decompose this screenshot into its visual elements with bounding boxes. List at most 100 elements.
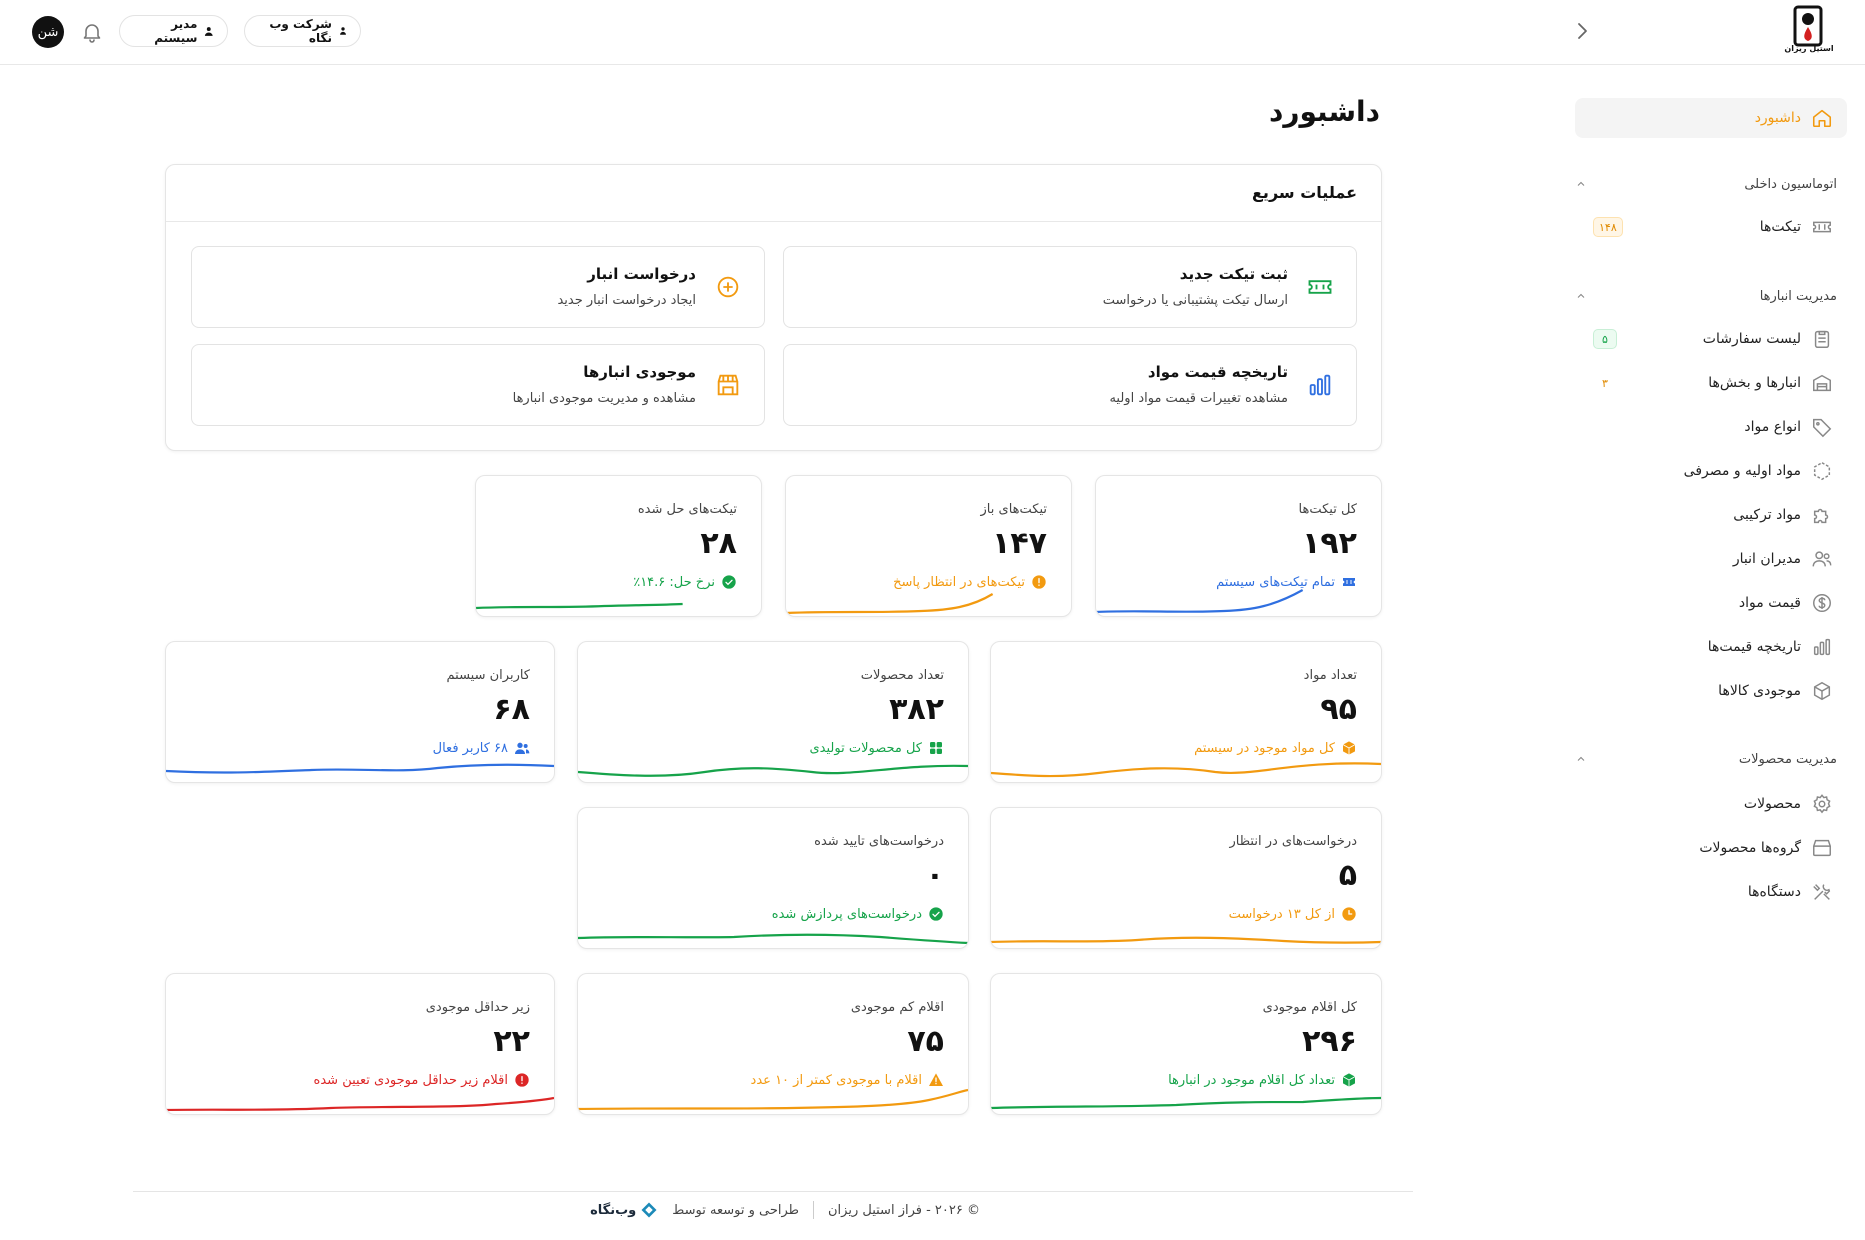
chart-icon bbox=[1309, 374, 1331, 396]
sidebar-item-label: قیمت مواد bbox=[1738, 595, 1801, 611]
sidebar-item-material-types[interactable]: انواع مواد bbox=[1575, 407, 1847, 447]
stat-value: ۶۸ bbox=[493, 692, 530, 727]
box-icon bbox=[1342, 1073, 1356, 1087]
quick-actions-title: عملیات سریع bbox=[166, 165, 1381, 222]
company-label: شرکت وب نگاه bbox=[269, 17, 332, 45]
quick-action-subtitle: مشاهده و مدیریت موجودی انبارها bbox=[512, 391, 696, 406]
clock-icon bbox=[1342, 907, 1356, 921]
sidebar-item-raw-materials[interactable]: مواد اولیه و مصرفی bbox=[1575, 451, 1847, 491]
stat-note: نرخ حل: ۱۴.۶٪ bbox=[633, 574, 737, 590]
user-icon bbox=[340, 27, 346, 35]
stat-note-text: نرخ حل: ۱۴.۶٪ bbox=[633, 574, 715, 590]
sidebar-item-label: مواد اولیه و مصرفی bbox=[1683, 463, 1801, 479]
sidebar-item-product-groups[interactable]: گروه‌ها محصولات bbox=[1575, 828, 1847, 868]
stat-note-text: اقلام زیر حداقل موجودی تعیین شده bbox=[313, 1072, 508, 1088]
quick-action-title: موجودی انبارها bbox=[583, 363, 696, 381]
sidebar-item-label: مواد ترکیبی bbox=[1733, 507, 1801, 523]
stat-card: درخواست‌های تایید شده ۰ درخواست‌های پردازش… bbox=[577, 807, 969, 949]
stat-note-text: ۶۸ کاربر فعال bbox=[432, 740, 508, 756]
sidebar-item-label: گروه‌ها محصولات bbox=[1699, 840, 1801, 856]
quick-action-subtitle: ارسال تیکت پشتیبانی یا درخواست bbox=[1102, 293, 1288, 308]
copyright-text: © ۲۰۲۶ - فراز استیل ریزان bbox=[828, 1202, 980, 1218]
stat-value: ۲۸ bbox=[700, 526, 737, 561]
page-title: داشبورد bbox=[1269, 95, 1380, 128]
grid-icon bbox=[930, 742, 942, 754]
sparkline bbox=[578, 912, 968, 948]
sidebar-section-automation[interactable]: اتوماسیون داخلی bbox=[1575, 172, 1837, 196]
sidebar-item-label: تیکت‌ها bbox=[1759, 219, 1801, 235]
stat-value: ۹۵ bbox=[1320, 692, 1357, 727]
quick-action-new-ticket[interactable]: ثبت تیکت جدید ارسال تیکت پشتیبانی یا درخ… bbox=[783, 246, 1357, 328]
quick-action-price-history[interactable]: تاریخچه قیمت مواد مشاهده تغییرات قیمت مو… bbox=[783, 344, 1357, 426]
stat-note-text: درخواست‌های پردازش شده bbox=[771, 906, 922, 922]
stat-note: تعداد کل اقلام موجود در انبارها bbox=[1168, 1072, 1357, 1088]
stat-label: اقلام کم موجودی bbox=[850, 1000, 944, 1015]
chart-icon bbox=[1813, 638, 1831, 656]
check-circle-icon bbox=[722, 575, 736, 589]
logo-text: استیل ریزان bbox=[1784, 44, 1834, 53]
sidebar-item-orders[interactable]: لیست سفارشات ۵ bbox=[1575, 319, 1847, 359]
stat-value: ۱۹۲ bbox=[1302, 526, 1357, 561]
store-icon bbox=[717, 374, 739, 396]
sidebar-item-material-prices[interactable]: قیمت مواد bbox=[1575, 583, 1847, 623]
company-button[interactable]: شرکت وب نگاه bbox=[244, 15, 361, 47]
sidebar-item-dashboard[interactable]: داشبورد bbox=[1575, 98, 1847, 138]
box-icon bbox=[1342, 741, 1356, 755]
sidebar-section-warehouses[interactable]: مدیریت انبارها bbox=[1575, 284, 1837, 308]
sidebar-item-label: محصولات bbox=[1743, 796, 1801, 812]
quick-action-subtitle: مشاهده تغییرات قیمت مواد اولیه bbox=[1109, 391, 1288, 406]
section-title: اتوماسیون داخلی bbox=[1744, 176, 1837, 192]
stat-note-text: تمام تیکت‌های سیستم bbox=[1216, 574, 1335, 590]
chevron-up-icon bbox=[1577, 293, 1585, 298]
bell-icon[interactable] bbox=[80, 20, 104, 44]
users-icon bbox=[515, 742, 530, 754]
ticket-icon bbox=[1308, 280, 1332, 294]
ticket-icon bbox=[1813, 221, 1831, 233]
stat-note: درخواست‌های پردازش شده bbox=[772, 906, 944, 922]
chevron-right-icon[interactable] bbox=[1570, 19, 1594, 43]
stat-value: ۵ bbox=[1338, 858, 1357, 893]
sidebar-item-composite-materials[interactable]: مواد ترکیبی bbox=[1575, 495, 1847, 535]
stat-card: اقلام کم موجودی ۷۵ اقلام با موجودی کمتر از… bbox=[577, 973, 969, 1115]
cube-icon bbox=[1813, 681, 1831, 701]
sidebar-item-warehouse-managers[interactable]: مدیران انبار bbox=[1575, 539, 1847, 579]
quick-action-warehouse-stock[interactable]: موجودی انبارها مشاهده و مدیریت موجودی ان… bbox=[191, 344, 765, 426]
sidebar-item-price-history[interactable]: تاریخچه قیمت‌ها bbox=[1575, 627, 1847, 667]
stat-note: اقلام زیر حداقل موجودی تعیین شده bbox=[314, 1072, 530, 1088]
sidebar-item-devices[interactable]: دستگاه‌ها bbox=[1575, 872, 1847, 912]
stat-card: کل اقلام موجودی ۲۹۶ تعداد کل اقلام موجود د… bbox=[990, 973, 1382, 1115]
quick-actions-card: عملیات سریع ثبت تیکت جدید ارسال تیکت پشت… bbox=[165, 164, 1382, 451]
stat-value: ۲۹۶ bbox=[1302, 1024, 1357, 1059]
section-title: مدیریت انبارها bbox=[1759, 288, 1837, 304]
sidebar-item-inventory[interactable]: موجودی کالاها bbox=[1575, 671, 1847, 711]
stat-card: تعداد محصولات ۳۸۲ کل محصولات تولیدی bbox=[577, 641, 969, 783]
stat-note-text: اقلام با موجودی کمتر از ۱۰ عدد bbox=[750, 1072, 922, 1088]
user-badge-icon bbox=[205, 26, 214, 36]
sidebar-item-tickets[interactable]: تیکت‌ها ۱۴۸ bbox=[1575, 207, 1847, 247]
stat-value: ۳۸۲ bbox=[889, 692, 944, 727]
section-title: مدیریت محصولات bbox=[1738, 751, 1837, 767]
designer-brand-link[interactable]: وب‌نگاه bbox=[590, 1201, 658, 1219]
sidebar-section-products[interactable]: مدیریت محصولات bbox=[1575, 747, 1837, 771]
sidebar-item-products[interactable]: محصولات bbox=[1575, 784, 1847, 824]
quick-action-subtitle: ایجاد درخواست انبار جدید bbox=[557, 293, 696, 308]
count-badge: ۵ bbox=[1593, 329, 1617, 349]
sidebar-item-warehouses[interactable]: انبارها و بخش‌ها ۳ bbox=[1575, 363, 1847, 403]
stat-note: کل مواد موجود در سیستم bbox=[1194, 740, 1357, 756]
box-dashed-icon bbox=[1813, 461, 1831, 481]
stat-note: تمام تیکت‌های سیستم bbox=[1216, 574, 1357, 590]
user-avatar[interactable]: شن bbox=[32, 16, 64, 48]
stat-note-text: کل مواد موجود در سیستم bbox=[1194, 740, 1335, 756]
quick-action-warehouse-request[interactable]: درخواست انبار ایجاد درخواست انبار جدید bbox=[191, 246, 765, 328]
gear-icon bbox=[1813, 794, 1831, 814]
alert-circle-icon bbox=[1032, 575, 1046, 589]
sidebar-item-label: دستگاه‌ها bbox=[1747, 884, 1801, 900]
stat-card: تیکت‌های باز ۱۴۷ تیکت‌های در انتظار پاسخ bbox=[785, 475, 1072, 617]
stat-note: تیکت‌های در انتظار پاسخ bbox=[893, 574, 1047, 590]
stat-label: کاربران سیستم bbox=[446, 668, 531, 683]
warning-icon bbox=[929, 1073, 943, 1086]
stat-note: از کل ۱۳ درخواست bbox=[1229, 906, 1357, 922]
check-circle-icon bbox=[929, 907, 943, 921]
role-button[interactable]: مدیر سیستم bbox=[119, 15, 228, 47]
stat-note: ۶۸ کاربر فعال bbox=[433, 740, 530, 756]
